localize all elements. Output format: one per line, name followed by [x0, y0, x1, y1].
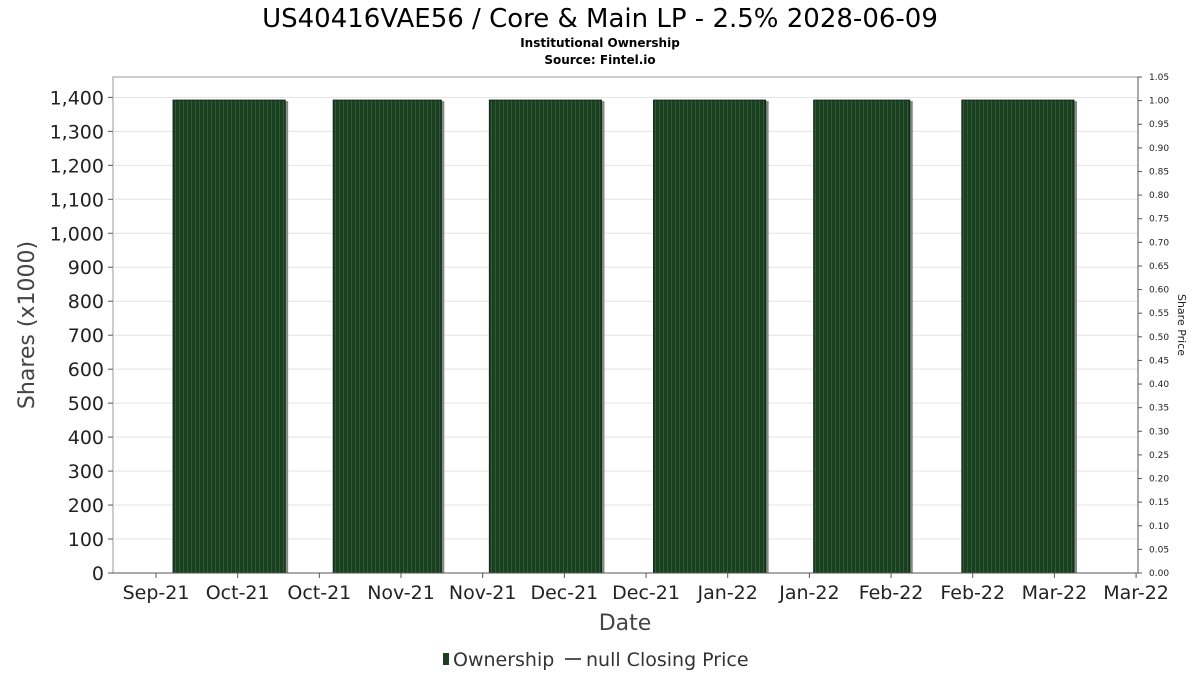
x-axis-ticks: Sep-21 Oct-21 Oct-21 Nov-21 Nov-21 Dec-21 Dec-… — [123, 573, 1169, 604]
y2-tick-label: 0.05 — [1149, 545, 1169, 555]
y-tick-label: 300 — [68, 461, 104, 483]
y-tick-label: 200 — [68, 495, 104, 517]
chart-source: Source: Fintel.io — [544, 53, 655, 67]
y-axis-label: Shares (x1000) — [15, 241, 40, 409]
bars-group — [172, 99, 1077, 574]
y-tick-label: 500 — [68, 393, 104, 415]
legend-price-label: null Closing Price — [586, 649, 749, 671]
y2-tick-label: 0.60 — [1149, 286, 1169, 296]
x-tick-label: Mar-22 — [1103, 582, 1169, 604]
y2-tick-label: 1.00 — [1149, 97, 1169, 107]
y-tick-label: 1,000 — [50, 223, 104, 245]
x-tick-label: Nov-21 — [367, 582, 435, 604]
chart-subtitle: Institutional Ownership — [520, 36, 680, 50]
ownership-bar-shadow — [1073, 101, 1077, 573]
y2-tick-label: 0.35 — [1149, 404, 1169, 414]
x-tick-label: Oct-21 — [287, 582, 351, 604]
y2-tick-label: 0.85 — [1149, 167, 1169, 177]
y2-tick-label: 0.65 — [1149, 262, 1169, 272]
y-tick-label: 700 — [68, 325, 104, 347]
y2-tick-label: 0.15 — [1149, 498, 1169, 508]
y2-tick-label: 0.90 — [1149, 144, 1169, 154]
y2-tick-label: 0.30 — [1149, 427, 1169, 437]
ownership-bar — [653, 99, 767, 574]
y2-axis-label: Share Price — [1175, 294, 1188, 356]
y2-tick-label: 0.95 — [1149, 120, 1169, 130]
ownership-bar-shadow — [909, 101, 913, 573]
x-tick-label: Dec-21 — [530, 582, 598, 604]
x-tick-label: Feb-22 — [940, 582, 1005, 604]
y-tick-label: 400 — [68, 427, 104, 449]
y-tick-label: 1,200 — [50, 155, 104, 177]
y-tick-label: 1,300 — [50, 121, 104, 143]
legend-ownership-swatch — [443, 653, 449, 665]
y2-tick-label: 0.55 — [1149, 309, 1169, 319]
chart-title: US40416VAE56 / Core & Main LP - 2.5% 202… — [262, 4, 938, 34]
y-tick-label: 900 — [68, 257, 104, 279]
x-tick-label: Nov-21 — [449, 582, 517, 604]
ownership-bar — [813, 99, 911, 574]
y2-tick-label: 0.70 — [1149, 238, 1169, 248]
y-tick-label: 0 — [92, 563, 104, 585]
y2-tick-label: 0.50 — [1149, 333, 1169, 343]
x-tick-label: Mar-22 — [1022, 582, 1088, 604]
y2-axis-ticks: 0.00 0.05 0.10 0.15 0.20 0.25 0.30 0.35 0.40 0.45… — [1138, 73, 1169, 579]
y2-tick-label: 1.05 — [1149, 73, 1169, 83]
y2-tick-label: 0.80 — [1149, 191, 1169, 201]
y2-tick-label: 0.10 — [1149, 522, 1169, 532]
y-axis-ticks: 0 100 200 300 400 500 600 700 800 900 1,000 1,100 1,… — [50, 87, 113, 585]
x-tick-label: Jan-22 — [697, 582, 758, 604]
ownership-bar-shadow — [285, 101, 289, 573]
y2-tick-label: 0.40 — [1149, 380, 1169, 390]
y2-tick-label: 0.75 — [1149, 215, 1169, 225]
x-tick-label: Dec-21 — [612, 582, 680, 604]
legend: Ownership null Closing Price — [443, 649, 749, 671]
x-tick-label: Jan-22 — [778, 582, 839, 604]
ownership-bar-shadow — [765, 101, 769, 573]
y2-tick-label: 0.45 — [1149, 356, 1169, 366]
y2-tick-label: 0.25 — [1149, 451, 1169, 461]
y-tick-label: 800 — [68, 291, 104, 313]
y-tick-label: 100 — [68, 529, 104, 551]
ownership-bar — [332, 99, 442, 574]
y-tick-label: 1,100 — [50, 189, 104, 211]
y-tick-label: 600 — [68, 359, 104, 381]
x-tick-label: Oct-21 — [206, 582, 270, 604]
x-tick-label: Sep-21 — [123, 582, 190, 604]
x-axis-label: Date — [599, 611, 652, 636]
y-tick-label: 1,400 — [50, 87, 104, 109]
ownership-bar-shadow — [601, 101, 605, 573]
y2-tick-label: 0.00 — [1149, 569, 1169, 579]
ownership-bar-shadow — [441, 101, 445, 573]
legend-ownership-label: Ownership — [453, 649, 554, 671]
ownership-bar — [961, 99, 1075, 574]
x-tick-label: Feb-22 — [859, 582, 924, 604]
ownership-bar — [488, 99, 602, 574]
ownership-bar — [172, 99, 286, 574]
y2-tick-label: 0.20 — [1149, 475, 1169, 485]
